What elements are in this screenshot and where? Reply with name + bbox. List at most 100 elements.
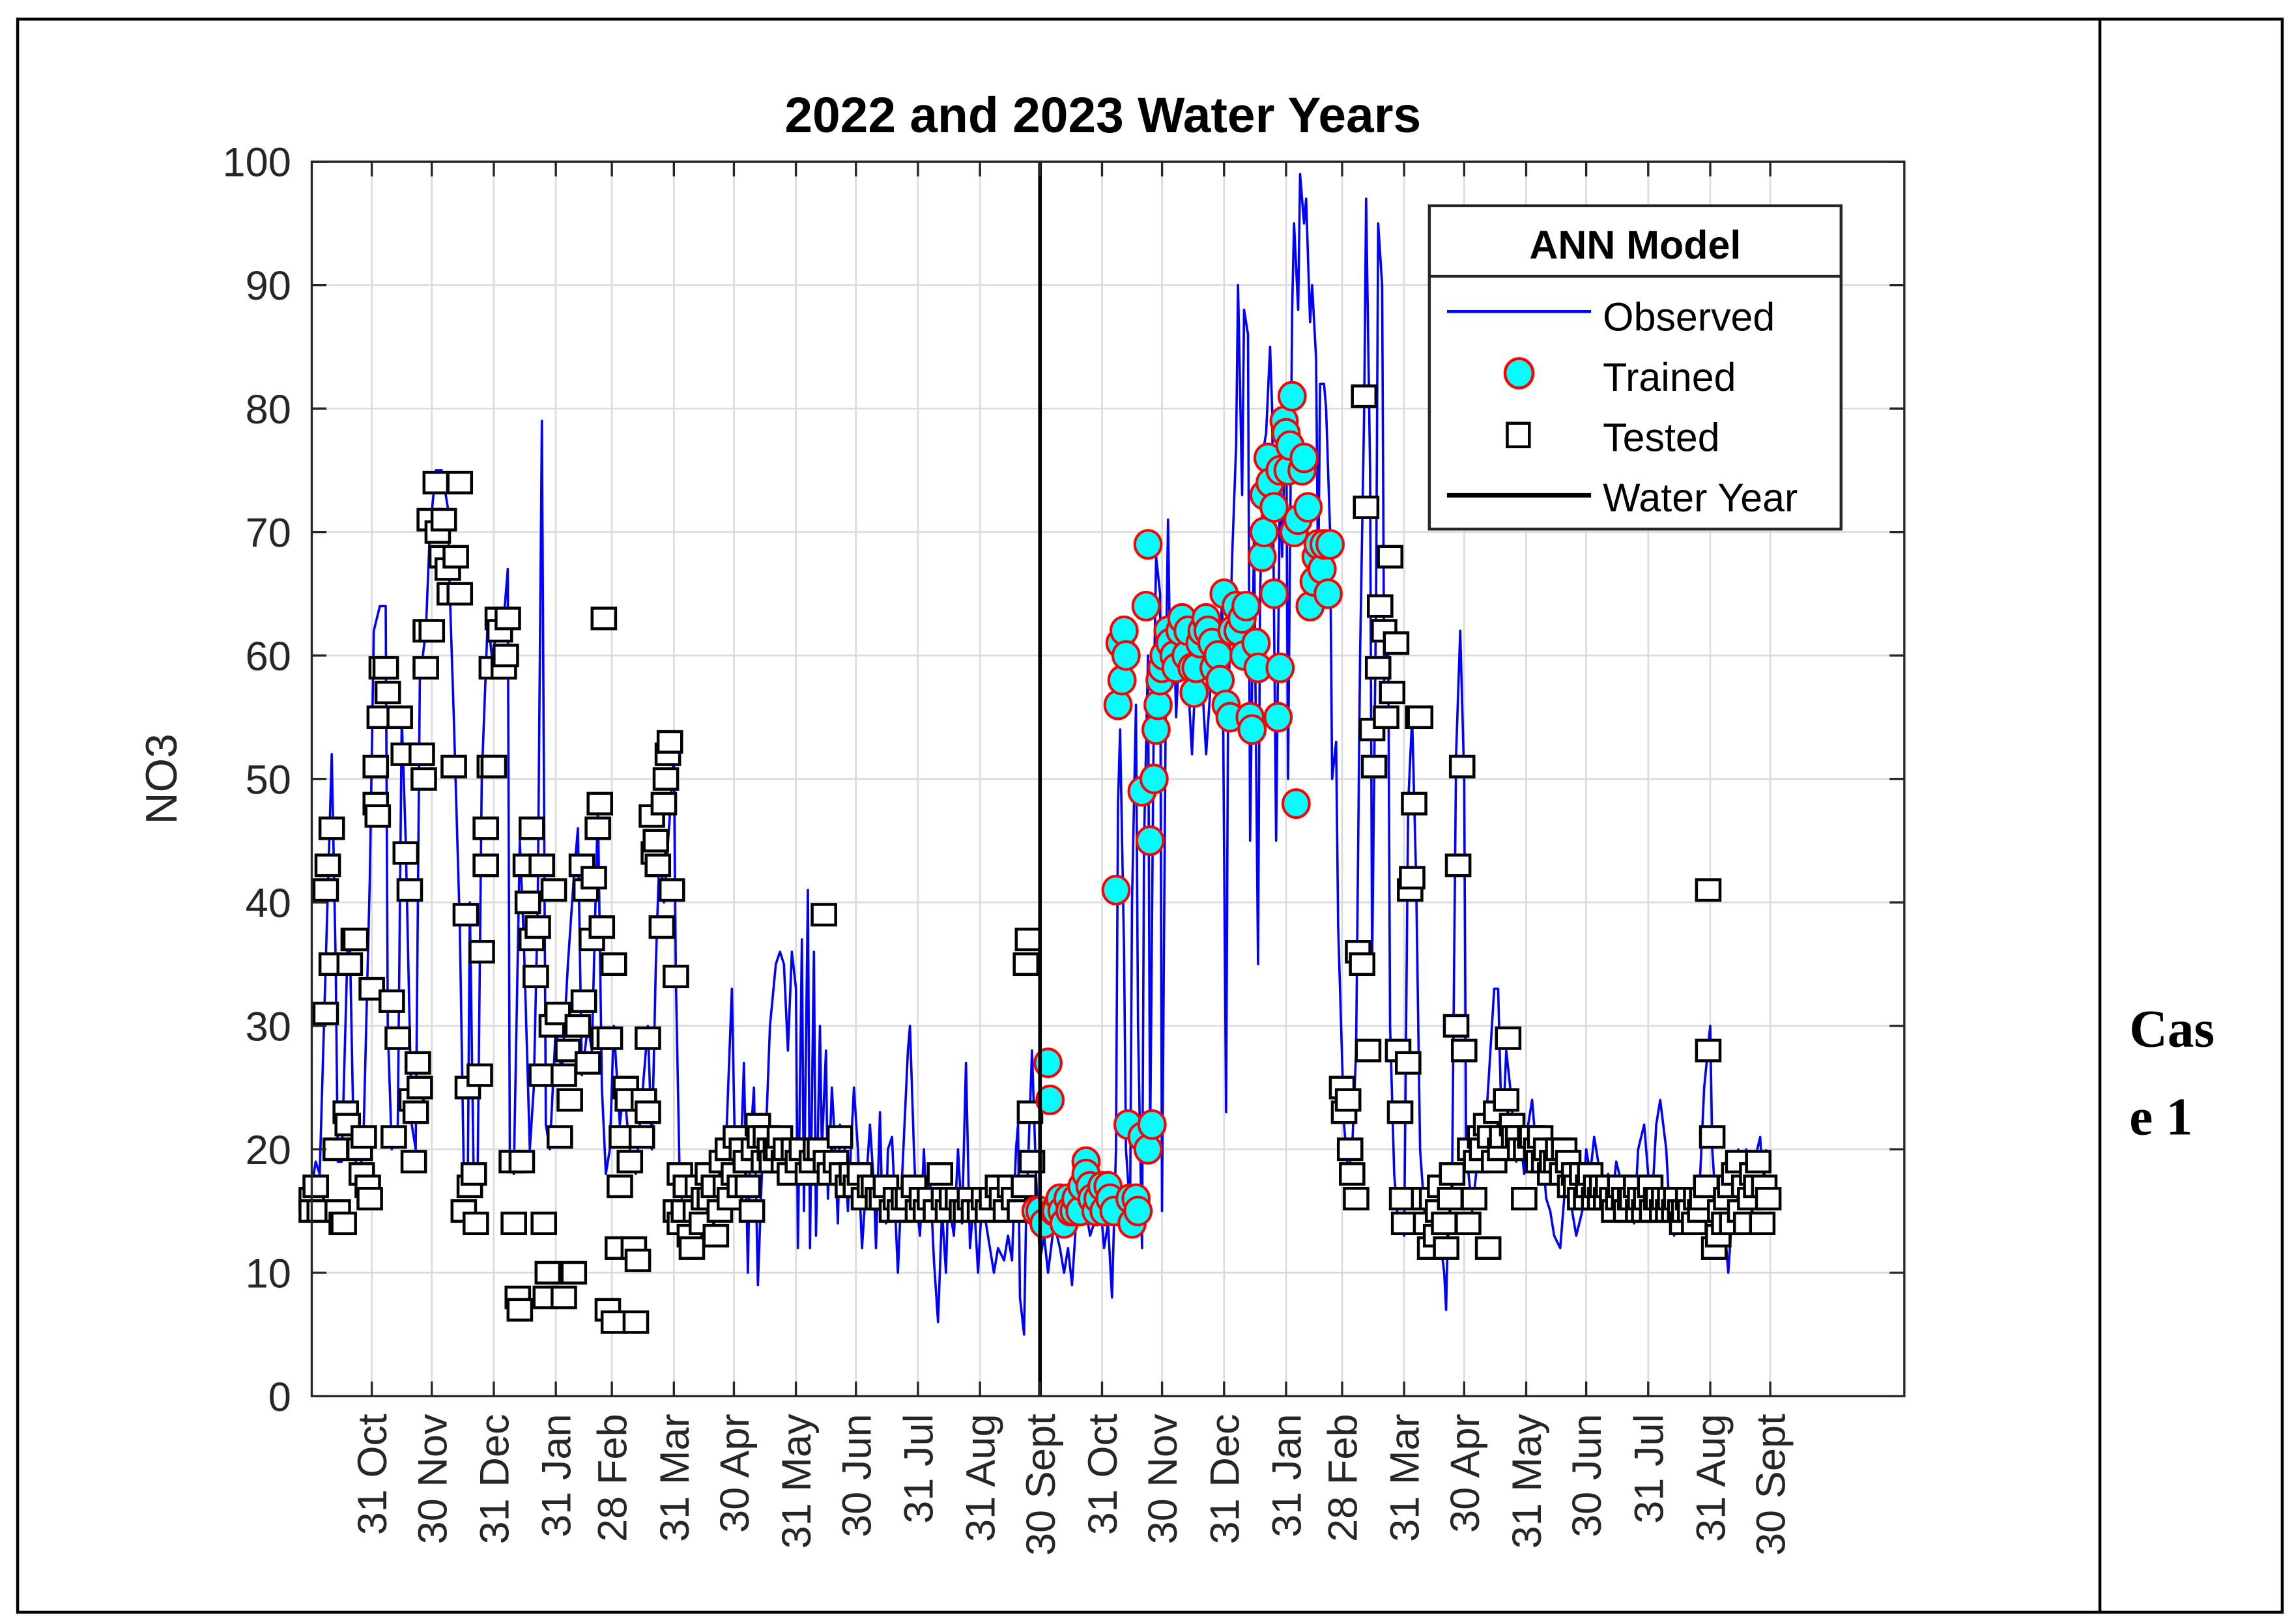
tested-point	[1442, 1014, 1470, 1038]
trained-point	[1133, 1133, 1163, 1165]
tested-point	[652, 767, 680, 791]
x-tick-label: 30 Sept	[1749, 1414, 1794, 1556]
tested-point	[342, 928, 369, 952]
tested-point	[738, 1199, 766, 1223]
tested-point	[418, 619, 446, 643]
trained-point	[1103, 689, 1133, 720]
tested-point	[826, 1125, 853, 1149]
tested-point	[400, 1150, 427, 1174]
legend-title: ANN Model	[1529, 223, 1741, 267]
tested-point	[530, 1211, 558, 1236]
tested-point	[430, 507, 457, 532]
tested-point	[386, 705, 413, 730]
y-tick-label: 10	[246, 1251, 291, 1296]
tested-point	[574, 1051, 601, 1075]
tested-point	[650, 791, 678, 816]
x-tick-label: 30 Nov	[410, 1414, 455, 1545]
tested-point	[534, 1261, 562, 1285]
legend-observed-label: Observed	[1603, 295, 1775, 339]
y-tick-label: 80	[246, 387, 291, 433]
y-tick-label: 0	[268, 1375, 291, 1420]
tested-point	[330, 1211, 357, 1236]
x-tick-label: 31 Aug	[1689, 1414, 1734, 1542]
x-tick-label: 30 Jun	[834, 1414, 880, 1537]
x-tick-label: 31 Jan	[534, 1414, 580, 1537]
tested-point	[468, 940, 495, 964]
tested-point	[551, 1063, 577, 1087]
tested-point	[410, 767, 437, 791]
tested-point	[624, 1248, 652, 1272]
x-tick-label: 31 Dec	[472, 1414, 517, 1544]
tested-point	[1343, 1187, 1369, 1211]
tested-point	[554, 1038, 581, 1062]
tested-point	[312, 878, 339, 902]
tested-point	[586, 791, 614, 816]
tested-point	[1448, 754, 1476, 778]
tested-point	[1755, 1187, 1782, 1211]
tested-point	[1390, 1211, 1418, 1236]
tested-point	[644, 853, 672, 877]
trained-point	[1231, 590, 1261, 621]
tested-point	[1431, 1211, 1457, 1236]
x-tick-label: 28 Feb	[1321, 1414, 1366, 1542]
y-tick-label: 100	[222, 140, 291, 186]
tested-point	[588, 915, 616, 939]
tested-point	[1695, 878, 1722, 902]
tested-point	[1439, 1162, 1466, 1186]
tested-point	[810, 903, 837, 927]
trained-point	[1139, 763, 1169, 795]
case-label-line2: e 1	[2129, 1088, 2192, 1147]
tested-point	[1012, 952, 1040, 976]
y-tick-label: 50	[246, 757, 291, 803]
tested-point	[493, 644, 519, 668]
x-tick-label: 30 Jun	[1564, 1414, 1610, 1537]
trained-point	[1111, 640, 1141, 671]
legend-water-year-label: Water Year	[1603, 476, 1798, 520]
tested-point	[1699, 1125, 1726, 1149]
tested-point	[523, 964, 549, 989]
trained-point	[1133, 529, 1163, 560]
tested-point	[302, 1175, 329, 1199]
tested-point	[1336, 1137, 1364, 1161]
trained-point	[1101, 874, 1131, 905]
tested-point	[1355, 1038, 1382, 1062]
tested-point	[506, 1298, 534, 1322]
outer-frame	[16, 18, 2284, 1614]
tested-point	[442, 545, 469, 569]
trained-point	[1315, 529, 1345, 560]
x-tick-label: 31 May	[774, 1414, 820, 1549]
tested-point	[1437, 1187, 1464, 1211]
tested-point	[1399, 866, 1426, 890]
tested-point	[1353, 495, 1380, 519]
tested-point	[312, 1001, 339, 1025]
tested-point	[514, 890, 541, 915]
tested-point	[635, 1026, 661, 1050]
tested-point	[556, 1088, 583, 1112]
tested-point	[1383, 631, 1410, 655]
tested-point	[1407, 705, 1434, 730]
tested-point	[1349, 952, 1375, 976]
tested-point	[372, 656, 399, 680]
trained-point	[1259, 492, 1289, 523]
tested-point	[460, 1162, 487, 1186]
trained-point	[1313, 578, 1343, 609]
tested-point	[607, 1175, 633, 1199]
tested-point	[472, 816, 499, 840]
tested-point	[318, 816, 345, 840]
tested-point	[546, 1125, 573, 1149]
tested-point	[1749, 1211, 1776, 1236]
tested-point	[356, 1187, 383, 1211]
tested-point	[540, 878, 567, 902]
x-tick-label: 31 Mar	[1383, 1414, 1428, 1542]
trained-point	[1135, 825, 1165, 856]
tested-point	[412, 656, 439, 680]
tested-point	[466, 1063, 493, 1087]
tested-point	[648, 915, 676, 939]
tested-point	[560, 1261, 588, 1285]
tested-point	[678, 1236, 706, 1260]
tested-point	[323, 1137, 349, 1161]
tested-point	[351, 1125, 377, 1149]
y-tick-label: 40	[246, 881, 291, 926]
x-tick-label: 30 Apr	[1442, 1414, 1488, 1533]
